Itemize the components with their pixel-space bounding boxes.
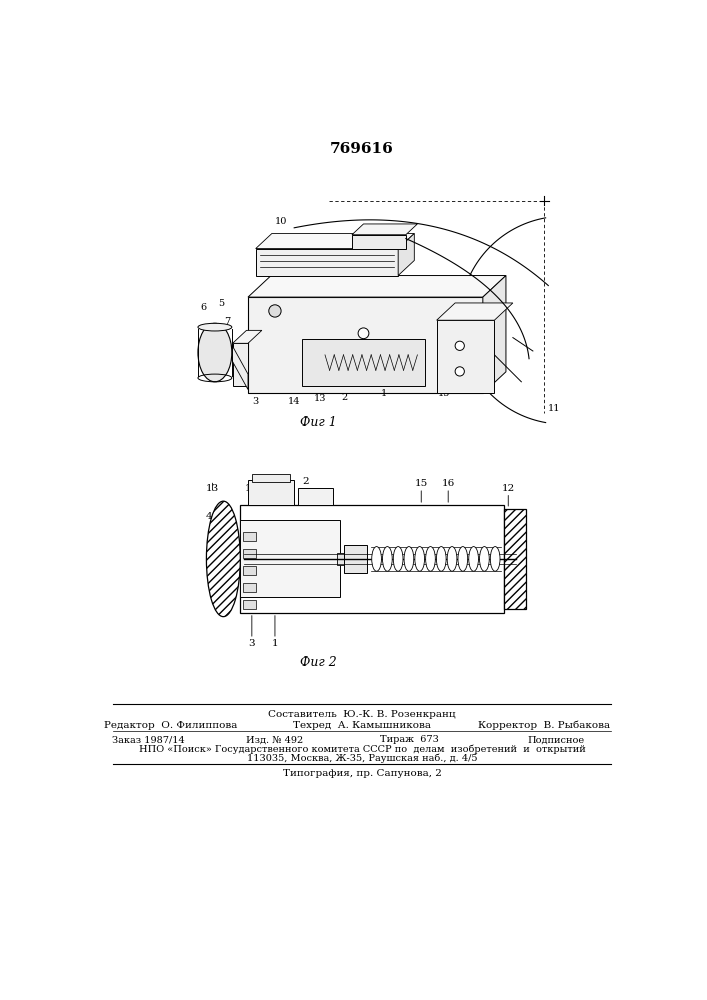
Text: 12: 12: [502, 484, 515, 493]
Ellipse shape: [458, 547, 467, 571]
Text: НПО «Поиск» Государственного комитета СССР по  делам  изобретений  и  открытий: НПО «Поиск» Государственного комитета СС…: [139, 744, 585, 754]
Bar: [243, 600, 257, 609]
Text: Корректор  В. Рыбакова: Корректор В. Рыбакова: [479, 720, 611, 730]
Text: 6: 6: [200, 303, 206, 312]
Bar: [252, 474, 291, 482]
Polygon shape: [483, 276, 506, 393]
Text: 7: 7: [224, 317, 230, 326]
Ellipse shape: [372, 547, 382, 571]
Polygon shape: [302, 339, 425, 386]
Text: 16: 16: [467, 381, 480, 390]
Text: 4: 4: [206, 512, 212, 521]
Ellipse shape: [426, 547, 436, 571]
Text: 2: 2: [303, 477, 309, 486]
Polygon shape: [233, 330, 262, 343]
Text: 113035, Москва, Ж-35, Раушская наб., д. 4/5: 113035, Москва, Ж-35, Раушская наб., д. …: [247, 754, 477, 763]
Text: 16: 16: [442, 479, 455, 488]
Text: 14: 14: [245, 484, 259, 493]
Ellipse shape: [455, 341, 464, 350]
Text: 9: 9: [349, 240, 355, 249]
Ellipse shape: [404, 547, 414, 571]
Text: Фиг 1: Фиг 1: [300, 416, 337, 429]
Text: 13: 13: [313, 394, 326, 403]
Text: Техред  А. Камышникова: Техред А. Камышникова: [293, 721, 431, 730]
Text: Заказ 1987/14: Заказ 1987/14: [112, 735, 185, 744]
Text: 14: 14: [288, 397, 300, 406]
Bar: [298, 488, 333, 505]
Polygon shape: [337, 553, 348, 565]
Text: 769616: 769616: [330, 142, 394, 156]
Text: 3: 3: [252, 397, 259, 406]
Text: 11: 11: [548, 404, 561, 413]
Ellipse shape: [198, 323, 232, 382]
Polygon shape: [398, 233, 414, 276]
Ellipse shape: [479, 547, 489, 571]
Text: Составитель  Ю.-К. В. Розенкранц: Составитель Ю.-К. В. Розенкранц: [268, 710, 456, 719]
Text: 8: 8: [305, 250, 311, 259]
Text: 2: 2: [341, 393, 347, 402]
Polygon shape: [437, 320, 494, 393]
Ellipse shape: [382, 547, 392, 571]
Text: 4: 4: [212, 373, 218, 382]
Polygon shape: [256, 249, 398, 276]
Ellipse shape: [448, 547, 457, 571]
Ellipse shape: [269, 305, 281, 317]
Ellipse shape: [358, 328, 369, 339]
Ellipse shape: [436, 547, 446, 571]
Ellipse shape: [393, 547, 403, 571]
Ellipse shape: [415, 547, 424, 571]
Ellipse shape: [198, 323, 232, 331]
Text: Фиг 2: Фиг 2: [300, 656, 337, 669]
Bar: [248, 480, 294, 505]
Bar: [240, 520, 340, 597]
Text: 3: 3: [249, 639, 255, 648]
Text: 13: 13: [206, 484, 219, 493]
Bar: [243, 583, 257, 592]
Polygon shape: [248, 276, 506, 297]
Text: Типография, пр. Сапунова, 2: Типография, пр. Сапунова, 2: [283, 769, 441, 778]
Text: Редактор  О. Филиппова: Редактор О. Филиппова: [105, 721, 238, 730]
Ellipse shape: [206, 501, 240, 617]
Bar: [243, 549, 257, 558]
Bar: [243, 566, 257, 575]
Polygon shape: [248, 297, 483, 393]
Ellipse shape: [469, 547, 479, 571]
Text: 1: 1: [271, 639, 279, 648]
Text: 15: 15: [438, 389, 450, 398]
Polygon shape: [256, 233, 414, 249]
Text: Изд. № 492: Изд. № 492: [246, 735, 303, 744]
Text: Тираж  673: Тираж 673: [380, 735, 439, 744]
Text: 0: 0: [418, 362, 424, 371]
Polygon shape: [232, 345, 248, 389]
Polygon shape: [437, 303, 513, 320]
Text: 5: 5: [218, 299, 224, 308]
Text: 12: 12: [459, 347, 472, 356]
Polygon shape: [233, 343, 248, 386]
Polygon shape: [352, 224, 417, 235]
Ellipse shape: [455, 367, 464, 376]
Text: 15: 15: [414, 479, 428, 488]
Bar: [243, 532, 257, 541]
Polygon shape: [352, 235, 406, 249]
Bar: [240, 505, 504, 613]
Bar: [344, 545, 368, 573]
Text: 10: 10: [275, 217, 287, 226]
Text: 1: 1: [381, 389, 387, 398]
Ellipse shape: [491, 547, 500, 571]
Bar: [504, 509, 526, 609]
Text: Подписное: Подписное: [527, 735, 585, 744]
